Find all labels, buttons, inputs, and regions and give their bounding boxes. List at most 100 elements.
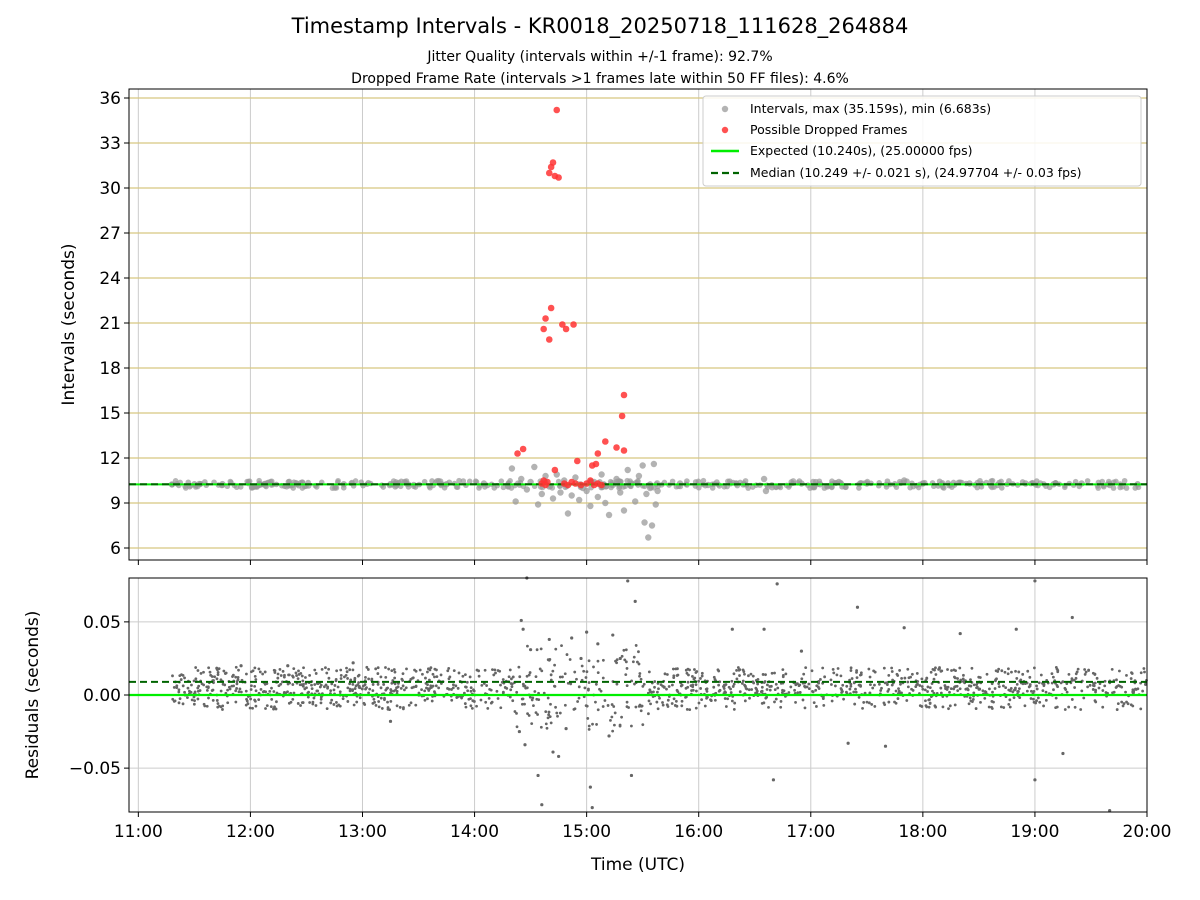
residual-point	[469, 689, 473, 693]
residual-point	[384, 666, 387, 669]
residual-point	[237, 668, 240, 672]
residual-point	[724, 705, 728, 708]
residual-point	[686, 685, 690, 689]
residual-point	[539, 725, 543, 729]
residual-point	[431, 672, 435, 676]
residual-point	[405, 667, 408, 671]
interval-point	[594, 493, 602, 501]
residual-point	[1118, 669, 1121, 673]
interval-point	[598, 471, 605, 478]
residual-point	[585, 630, 589, 634]
interval-point	[639, 462, 646, 469]
interval-point	[696, 484, 702, 491]
residual-point	[314, 704, 318, 707]
interval-point	[549, 495, 557, 502]
residual-point	[489, 701, 493, 705]
interval-point	[412, 484, 419, 490]
residual-point	[594, 682, 598, 686]
residual-point	[221, 682, 225, 686]
residual-point	[774, 682, 778, 686]
residual-point	[849, 684, 853, 688]
residual-point	[733, 701, 737, 705]
residual-point	[324, 666, 327, 670]
residual-point	[345, 666, 348, 670]
residual-point	[573, 670, 577, 674]
residual-point	[890, 670, 894, 673]
residual-point	[735, 677, 739, 681]
residual-point	[770, 671, 774, 675]
residual-point	[1092, 684, 1096, 688]
residual-point	[918, 684, 922, 687]
residual-point	[594, 700, 597, 704]
residual-point	[639, 709, 643, 713]
residual-point	[572, 707, 576, 711]
residual-point	[641, 723, 645, 727]
residual-point	[603, 699, 607, 702]
residual-point	[332, 688, 336, 692]
residual-point	[981, 689, 985, 693]
residual-point	[208, 670, 212, 674]
residual-point	[857, 696, 861, 699]
residual-point	[335, 704, 339, 708]
residual-point	[898, 669, 902, 672]
residual-point	[962, 673, 965, 677]
residual-point	[883, 744, 888, 748]
residual-point	[523, 743, 527, 747]
residual-point	[697, 679, 701, 683]
residual-point	[938, 666, 941, 669]
residual-point	[1082, 696, 1086, 700]
residual-point	[590, 806, 594, 810]
residual-point	[569, 682, 573, 686]
residual-point	[1006, 672, 1010, 676]
residual-point	[223, 672, 227, 675]
residual-point	[430, 686, 433, 689]
residual-point	[361, 684, 365, 688]
residual-point	[292, 667, 296, 671]
residual-point	[253, 699, 257, 703]
residual-point	[276, 676, 280, 680]
residual-point	[764, 696, 768, 700]
residual-point	[606, 704, 610, 707]
residual-point	[447, 677, 451, 681]
residual-point	[475, 704, 478, 708]
residual-point	[392, 668, 396, 671]
residual-point	[1032, 697, 1035, 701]
residual-point	[1061, 680, 1065, 684]
residual-point	[649, 702, 652, 706]
residual-point	[926, 690, 929, 693]
residual-point	[974, 707, 978, 710]
residual-point	[528, 648, 533, 652]
residual-point	[869, 683, 872, 687]
residual-point	[177, 688, 181, 692]
residual-point	[346, 700, 350, 703]
residual-point	[336, 685, 340, 689]
residual-point	[341, 697, 345, 701]
residual-point	[411, 676, 414, 680]
residual-point	[933, 668, 936, 672]
residual-point	[332, 703, 336, 706]
residual-point	[810, 669, 814, 673]
residual-point	[461, 674, 465, 678]
residual-point	[970, 666, 974, 670]
residual-point	[527, 714, 531, 717]
residual-point	[835, 673, 839, 677]
residual-point	[302, 666, 305, 670]
residual-point	[465, 680, 469, 684]
interval-point	[398, 478, 405, 485]
residual-point	[718, 688, 722, 692]
residual-point	[483, 668, 487, 672]
residual-point	[173, 699, 177, 703]
residual-point	[1042, 682, 1046, 686]
residual-point	[181, 684, 185, 688]
residual-point	[743, 672, 746, 676]
residual-point	[1093, 673, 1097, 676]
residual-point	[1008, 705, 1012, 709]
y-tick-label: 33	[99, 134, 121, 154]
residual-point	[841, 683, 845, 687]
residual-point	[312, 696, 316, 700]
residual-point	[367, 691, 370, 695]
dropped-frame-point	[540, 325, 547, 333]
residual-point	[760, 689, 764, 693]
residual-point	[452, 669, 456, 673]
residual-point	[179, 678, 183, 681]
